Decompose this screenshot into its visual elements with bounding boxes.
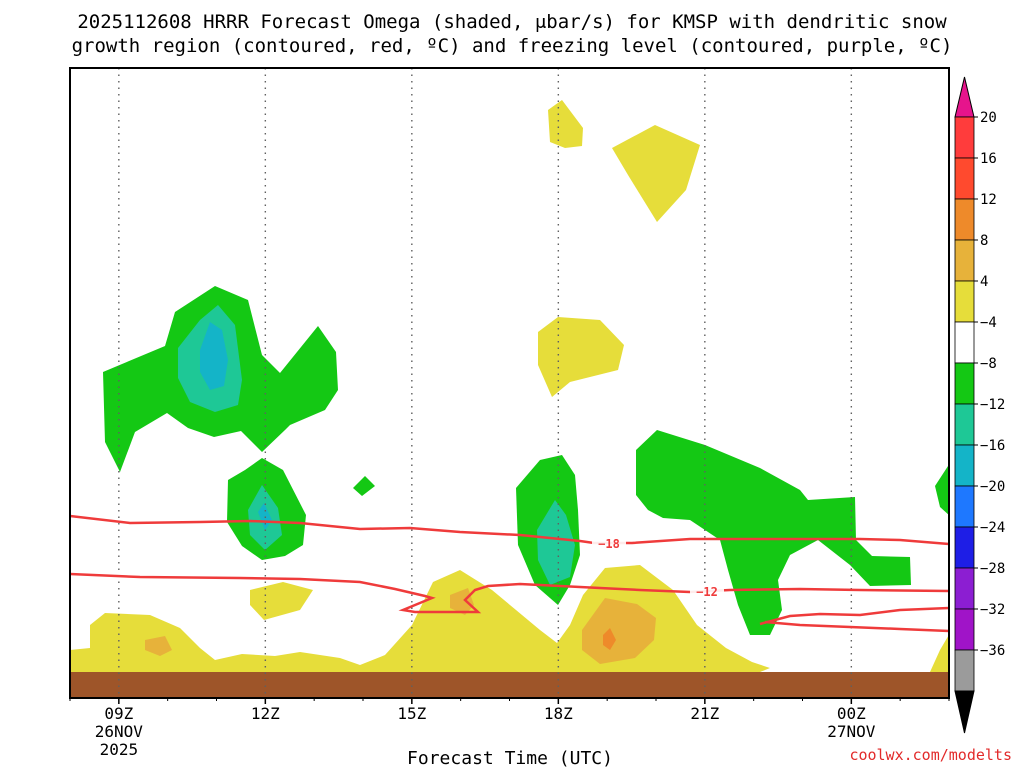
x-tick-label-9-1: 26NOV [95,722,144,741]
colorbar-swatch-1 [954,157,975,200]
omega-strong-positive-regions [145,588,656,664]
colorbar-over-triangle [954,76,975,118]
colorbar-label-9: −20 [980,479,1005,495]
omega-region-teal-center [537,500,575,585]
colorbar-swatch-10 [954,526,975,569]
colorbar-swatch-12 [954,608,975,651]
omega-region-upper-yellow-1 [548,100,583,148]
omega-region-green-right [636,430,911,635]
colorbar-swatch-5 [954,321,975,364]
colorbar-swatch-13 [954,649,975,692]
contour-labels: −18 −12 [592,536,724,599]
colorbar-label-8: −16 [980,438,1005,454]
colorbar-label-13: −36 [980,643,1005,659]
contour-minus18-line [70,514,949,546]
colorbar-label-10: −24 [980,520,1005,536]
omega-region-orange-3 [582,598,656,664]
omega-region-right-edge-yellow [930,634,949,672]
colorbar-swatch-7 [954,403,975,446]
colorbar-label-3: 8 [980,233,988,249]
colorbar-label-1: 16 [980,151,997,167]
colorbar-label-7: −12 [980,397,1005,413]
omega-region-cyan-upper [200,322,228,390]
omega-region-green-small-blob [353,476,375,496]
omega-region-upper-yellow-2 [612,125,700,222]
colorbar-swatch-0 [954,116,975,159]
colorbar-label-12: −32 [980,602,1005,618]
chart-title-line1: 2025112608 HRRR Forecast Omega (shaded, … [77,11,947,33]
x-tick-label-24-1: 27NOV [827,722,876,741]
omega-region-orange-1 [145,636,172,656]
colorbar-label-0: 20 [980,110,997,126]
x-tick-label-9-0: 09Z [104,704,133,723]
colorbar-swatch-11 [954,567,975,610]
colorbar-swatch-4 [954,280,975,323]
chart-title-line2: growth region (contoured, red, ºC) and f… [72,35,953,57]
x-tick-label-15-0: 15Z [397,704,426,723]
surface-terrain [70,672,949,698]
omega-region-low-yellow-small [250,582,313,620]
x-tick-label-21-0: 21Z [690,704,719,723]
grid-lines [118,68,853,698]
colorbar-label-11: −28 [980,561,1005,577]
colorbar-swatch-9 [954,485,975,528]
x-tick-label-24-0: 00Z [837,704,866,723]
colorbar-swatch-2 [954,198,975,241]
omega-region-green-right-edge [935,464,949,516]
contour-label-minus18: −18 [598,537,620,551]
omega-region-mid-yellow [538,317,624,397]
colorbar-label-2: 12 [980,192,997,208]
colorbar-label-5: −4 [980,315,997,331]
x-tick-label-9-2: 2025 [100,740,139,759]
credit-text: coolwx.com/modelts [849,746,1012,764]
colorbar-swatch-6 [954,362,975,405]
x-axis-label: Forecast Time (UTC) [407,748,613,768]
colorbar: 20 16 12 8 4 −4 −8 −12 −16 −20 −24 −28 −32 −36 [954,76,1005,734]
x-tick-label-18-0: 18Z [544,704,573,723]
contour-label-minus12: −12 [696,585,718,599]
omega-region-orange-2 [450,588,474,615]
colorbar-label-6: −8 [980,356,997,372]
colorbar-label-4: 4 [980,274,988,290]
omega-region-red-core [603,628,616,650]
x-tick-label-12-0: 12Z [251,704,280,723]
contour-minus12-lower-lines [759,606,949,633]
colorbar-swatch-8 [954,444,975,487]
colorbar-swatch-3 [954,239,975,282]
plot-area: −18 −12 [69,67,950,699]
colorbar-under-triangle [954,690,975,734]
